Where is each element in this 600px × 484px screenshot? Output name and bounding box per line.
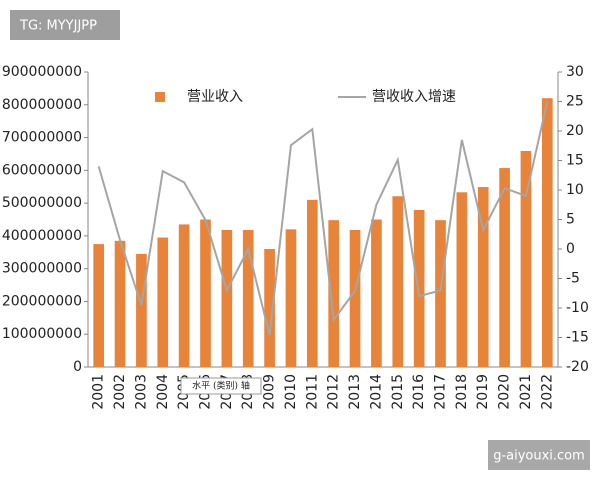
legend-swatch	[155, 92, 165, 102]
x-tick-label: 2015	[390, 374, 406, 410]
x-tick-label: 2020	[497, 374, 513, 410]
bar	[435, 220, 446, 367]
y-tick-label: 900000000	[2, 64, 82, 80]
y2-tick-label: -20	[566, 359, 589, 375]
y-tick-label: 600000000	[2, 162, 82, 178]
x-tick-label: 2014	[368, 374, 384, 410]
x-tick-label: 2001	[91, 374, 107, 410]
y2-tick-label: 0	[566, 241, 575, 257]
tag-text: TG: MYYJJPP	[19, 19, 97, 34]
tooltip-box	[180, 377, 262, 395]
bar	[285, 229, 297, 367]
bar	[349, 229, 361, 367]
x-tick-label: 2013	[347, 374, 363, 410]
y-tick-label: 300000000	[2, 261, 82, 277]
y-tick-label: 700000000	[2, 130, 82, 146]
bar	[306, 199, 318, 367]
x-tick-label: 2002	[112, 374, 128, 410]
x-tick-label: 2003	[133, 374, 149, 410]
y2-tick-label: 10	[566, 182, 584, 198]
y2-tick-label: -5	[566, 271, 580, 287]
tooltip-text: 水平 (类别) 轴	[192, 380, 250, 392]
x-tick-label: 2017	[433, 374, 449, 410]
bar	[114, 240, 126, 367]
x-tick-label: 2010	[283, 374, 299, 410]
line	[97, 101, 549, 336]
y-tick-label: 100000000	[2, 326, 82, 342]
bar	[242, 229, 254, 367]
y2-tick-label: 15	[566, 153, 584, 169]
y2-tick-label: 5	[566, 212, 575, 228]
bar	[541, 98, 553, 367]
x-tick-label: 2021	[518, 374, 534, 410]
y-tick-label: 400000000	[2, 228, 82, 244]
bar	[157, 237, 169, 367]
x-tick-label: 2012	[326, 374, 342, 410]
bar	[413, 209, 425, 367]
bar	[520, 150, 532, 367]
bar	[264, 249, 275, 367]
x-tick-label: 2004	[155, 374, 171, 410]
x-tick-label: 2018	[454, 374, 470, 410]
bar	[221, 229, 233, 367]
legend-label: 营业收入	[187, 89, 243, 105]
x-tick-label: 2016	[411, 374, 427, 410]
site-box	[488, 440, 590, 470]
x-tick-label: 2019	[475, 374, 491, 410]
x-tick-label: 2009	[262, 374, 278, 410]
bar	[136, 253, 147, 367]
bar	[200, 219, 211, 367]
bar	[499, 168, 510, 367]
y2-tick-label: 30	[566, 64, 584, 80]
x-tick-label: 2011	[304, 374, 320, 410]
bar	[456, 192, 468, 367]
y2-tick-label: -15	[566, 330, 589, 346]
y2-tick-label: 20	[566, 123, 584, 139]
x-tick-label: 2022	[539, 374, 555, 410]
bar	[371, 219, 382, 367]
y-tick-label: 500000000	[2, 195, 82, 211]
bar	[93, 244, 105, 367]
legend-label: 营收收入增速	[372, 89, 456, 105]
tag-box	[10, 10, 120, 40]
bar	[477, 187, 489, 367]
y-tick-label: 800000000	[2, 97, 82, 113]
bar	[328, 220, 340, 367]
y2-tick-label: 25	[566, 94, 584, 110]
y-tick-label: 200000000	[2, 293, 82, 309]
site-text: g-aiyouxi.com	[493, 449, 585, 464]
y-tick-label: 0	[73, 359, 82, 375]
bar	[178, 224, 190, 367]
y2-tick-label: -10	[566, 300, 589, 316]
bar	[392, 196, 404, 367]
